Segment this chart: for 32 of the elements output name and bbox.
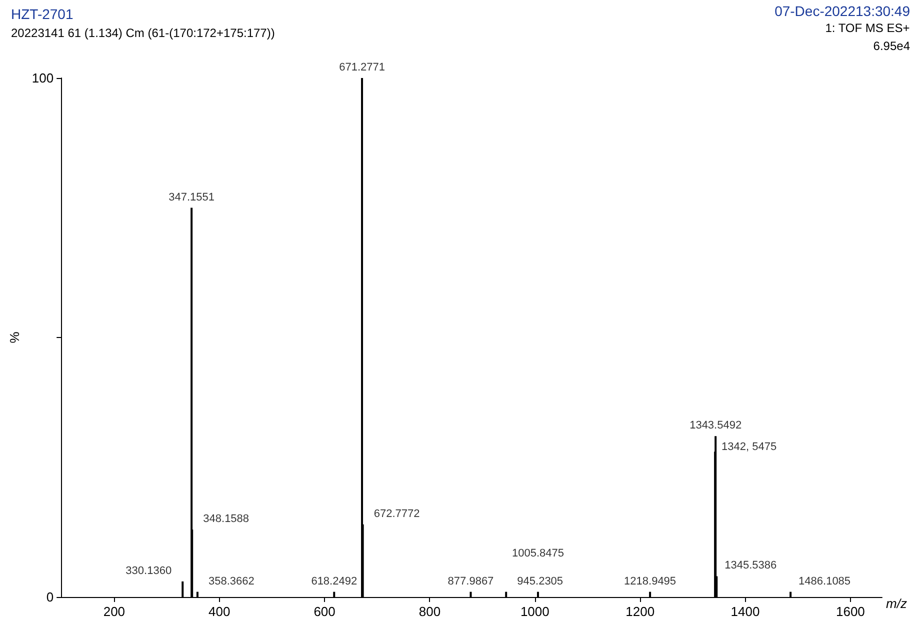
- y-axis-title: %: [7, 331, 22, 344]
- text: 1: TOF MS ES+: [825, 21, 910, 35]
- x-tick-label: 1600: [836, 604, 865, 619]
- annotation: 672.7772: [374, 508, 420, 520]
- x-tick-label: 1200: [626, 604, 655, 619]
- y-tick-label: 100: [32, 70, 54, 86]
- chart-subtitle: 20223141 61 (1.134) Cm (61-(170:172+175:177)): [11, 26, 275, 40]
- annotation: 1345.5386: [724, 560, 777, 572]
- annotation: 945.2305: [517, 575, 564, 588]
- x-tick-label: 800: [418, 604, 441, 619]
- x-tick-label: 1400: [730, 604, 760, 619]
- annotation: 618.2492: [311, 575, 358, 588]
- annotation: 671.2771: [339, 62, 385, 74]
- annotation: 1486.1085: [798, 575, 851, 588]
- annotation: 358.3662: [208, 575, 254, 588]
- annotation: 877.9867: [448, 575, 494, 588]
- annotation: 1343.5492: [690, 420, 742, 432]
- annotation: 1342, 5475: [722, 441, 777, 454]
- x-tick-label: 1000: [520, 604, 550, 619]
- annotation: 348.1588: [203, 513, 250, 526]
- x-axis-title: m/z: [886, 596, 908, 611]
- text: 6.95e4: [873, 39, 910, 53]
- annotation: 330.1360: [126, 564, 172, 577]
- x-tick-label: 600: [314, 604, 336, 619]
- annotation: 347.1551: [168, 191, 215, 204]
- annotation: 1218.9495: [624, 575, 676, 588]
- text: 07-Dec-202213:30:49: [774, 3, 910, 19]
- annotation: 1005.8475: [512, 547, 564, 560]
- x-tick-label: 200: [103, 604, 126, 619]
- x-tick-label: 400: [208, 604, 230, 619]
- chart-title: HZT-2701: [11, 6, 74, 22]
- y-tick-label: 0: [46, 590, 54, 604]
